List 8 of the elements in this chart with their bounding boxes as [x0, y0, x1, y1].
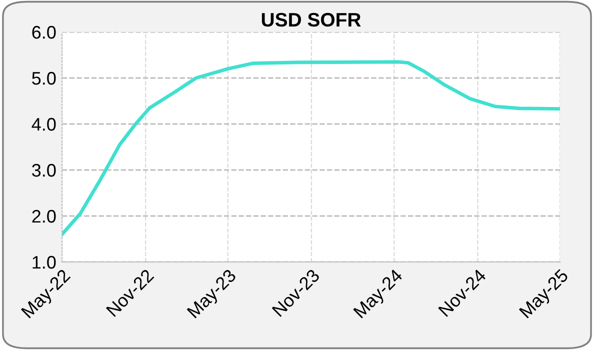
line-series — [62, 60, 560, 236]
chart-title: USD SOFR — [262, 12, 361, 27]
y-tick-label: 3.0 — [32, 164, 56, 177]
y-tick-label: 6.0 — [32, 26, 56, 39]
y-tick-label: 4.0 — [32, 118, 56, 131]
y-tick-label: 2.0 — [32, 210, 56, 223]
y-tick-label: 5.0 — [32, 72, 56, 85]
y-tick-label: 1.0 — [32, 256, 56, 269]
